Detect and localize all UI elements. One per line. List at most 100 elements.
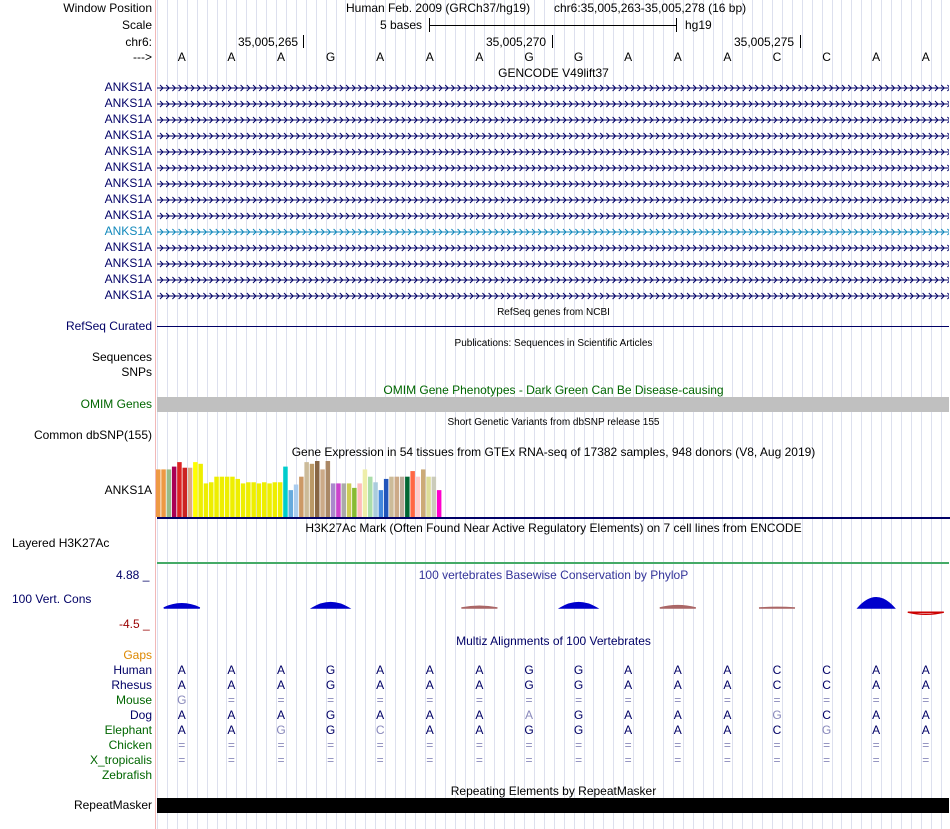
- repeatmasker-title[interactable]: Repeating Elements by RepeatMasker: [450, 784, 657, 798]
- multiz-species-label[interactable]: Elephant: [104, 723, 152, 737]
- strand-chevron: [866, 212, 871, 220]
- strand-chevron: [327, 180, 332, 188]
- publications-snps-label[interactable]: SNPs: [121, 365, 152, 379]
- strand-chevron: [382, 196, 387, 204]
- strand-chevron: [407, 212, 412, 220]
- gencode-transcript-line[interactable]: [157, 242, 949, 254]
- strand-chevron: [420, 84, 425, 92]
- omim-bar[interactable]: [157, 397, 949, 412]
- gtex-tissue-bar: [277, 482, 283, 517]
- gencode-transcript-line[interactable]: [157, 98, 949, 110]
- multiz-species-label[interactable]: Chicken: [108, 738, 152, 752]
- gencode-transcript-label[interactable]: ANKS1A: [104, 160, 152, 174]
- gtex-title[interactable]: Gene Expression in 54 tissues from GTEx …: [291, 445, 816, 459]
- dbsnp-title[interactable]: Short Genetic Variants from dbSNP releas…: [447, 417, 660, 428]
- strand-chevron: [556, 100, 561, 108]
- gencode-transcript-line[interactable]: [157, 290, 949, 302]
- refseq-title[interactable]: RefSeq genes from NCBI: [497, 307, 610, 318]
- h3k27ac-title[interactable]: H3K27Ac Mark (Often Found Near Active Re…: [305, 521, 802, 535]
- omim-title[interactable]: OMIM Gene Phenotypes - Dark Green Can Be…: [383, 383, 724, 397]
- gencode-transcript-line[interactable]: [157, 194, 949, 206]
- strand-chevron: [692, 212, 697, 220]
- strand-chevron: [513, 116, 518, 124]
- multiz-base: =: [178, 753, 186, 767]
- omim-label[interactable]: OMIM Genes: [80, 397, 152, 411]
- gtex-label[interactable]: ANKS1A: [104, 483, 152, 497]
- multiz-species-label[interactable]: X_tropicalis: [89, 753, 152, 767]
- strand-chevron: [730, 260, 735, 268]
- multiz-species-label[interactable]: Zebrafish: [101, 768, 152, 782]
- strand-chevron: [754, 228, 759, 236]
- phylop-label[interactable]: 100 Vert. Cons: [12, 592, 92, 606]
- phylop-chart[interactable]: [155, 588, 950, 618]
- gencode-transcript-label[interactable]: ANKS1A: [104, 240, 152, 254]
- gencode-title[interactable]: GENCODE V49lift37: [498, 66, 609, 80]
- phylop-title[interactable]: 100 vertebrates Basewise Conservation by…: [418, 568, 689, 582]
- gencode-transcript-line[interactable]: [157, 258, 949, 270]
- strand-chevron: [556, 132, 561, 140]
- gencode-transcript-line[interactable]: [157, 114, 949, 126]
- multiz-species-label[interactable]: Mouse: [115, 693, 152, 707]
- strand-chevron: [798, 148, 803, 156]
- strand-chevron: [866, 116, 871, 124]
- gencode-transcript-label[interactable]: ANKS1A: [104, 208, 152, 222]
- gencode-transcript-line[interactable]: [157, 82, 949, 94]
- strand-chevron: [779, 292, 784, 300]
- strand-chevron: [240, 212, 245, 220]
- strand-chevron: [643, 228, 648, 236]
- strand-chevron: [847, 164, 852, 172]
- gencode-transcript-label[interactable]: ANKS1A: [104, 112, 152, 126]
- multiz-title[interactable]: Multiz Alignments of 100 Vertebrates: [456, 634, 651, 648]
- strand-chevron: [376, 196, 381, 204]
- multiz-base: =: [823, 753, 831, 767]
- strand-chevron: [587, 132, 592, 140]
- strand-chevron: [624, 244, 629, 252]
- gtex-chart[interactable]: [155, 460, 950, 520]
- strand-chevron: [674, 276, 679, 284]
- refseq-label[interactable]: RefSeq Curated: [65, 319, 152, 333]
- h3k27ac-label[interactable]: Layered H3K27Ac: [12, 536, 110, 550]
- multiz-species-label[interactable]: Rhesus: [111, 678, 152, 692]
- gencode-transcript-line[interactable]: [157, 226, 949, 238]
- gencode-transcript-label[interactable]: ANKS1A: [104, 256, 152, 270]
- strand-chevron: [370, 100, 375, 108]
- multiz-base: G: [325, 723, 336, 737]
- multiz-base: G: [573, 723, 584, 737]
- strand-chevron: [897, 196, 902, 204]
- strand-chevron: [711, 244, 716, 252]
- gencode-transcript-line[interactable]: [157, 146, 949, 158]
- gencode-transcript-line[interactable]: [157, 274, 949, 286]
- multiz-species-label[interactable]: Human: [113, 663, 152, 677]
- gencode-transcript-line[interactable]: [157, 210, 949, 222]
- gencode-transcript-line[interactable]: [157, 130, 949, 142]
- publications-sequences-label[interactable]: Sequences: [91, 350, 152, 364]
- gencode-transcript-label[interactable]: ANKS1A: [104, 96, 152, 110]
- gencode-transcript-line[interactable]: [157, 178, 949, 190]
- strand-chevron: [686, 276, 691, 284]
- publications-title[interactable]: Publications: Sequences in Scientific Ar…: [454, 338, 653, 349]
- gencode-transcript-label[interactable]: ANKS1A: [104, 80, 152, 94]
- label-divider[interactable]: [155, 0, 156, 829]
- gencode-transcript-label[interactable]: ANKS1A: [104, 288, 152, 302]
- multiz-gaps-label[interactable]: Gaps: [123, 648, 152, 662]
- strand-chevron: [674, 292, 679, 300]
- strand-chevron: [835, 180, 840, 188]
- gencode-transcript-label[interactable]: ANKS1A: [104, 224, 152, 238]
- dbsnp-label[interactable]: Common dbSNP(155): [33, 428, 152, 442]
- gencode-transcript-label[interactable]: ANKS1A: [104, 144, 152, 158]
- gencode-transcript-label[interactable]: ANKS1A: [104, 176, 152, 190]
- gencode-transcript-label[interactable]: ANKS1A: [104, 272, 152, 286]
- strand-chevron: [928, 164, 933, 172]
- gencode-transcript-label[interactable]: ANKS1A: [104, 192, 152, 206]
- gencode-transcript-label[interactable]: ANKS1A: [104, 128, 152, 142]
- strand-chevron: [506, 180, 511, 188]
- strand-chevron: [742, 100, 747, 108]
- repeatmasker-label[interactable]: RepeatMasker: [73, 798, 152, 812]
- h3k27ac-signal[interactable]: [157, 562, 949, 564]
- strand-chevron: [296, 84, 301, 92]
- repeatmasker-bar[interactable]: [157, 798, 949, 813]
- gencode-transcript-line[interactable]: [157, 162, 949, 174]
- refseq-gene-line[interactable]: [157, 326, 949, 327]
- strand-chevron: [630, 164, 635, 172]
- multiz-species-label[interactable]: Dog: [129, 708, 152, 722]
